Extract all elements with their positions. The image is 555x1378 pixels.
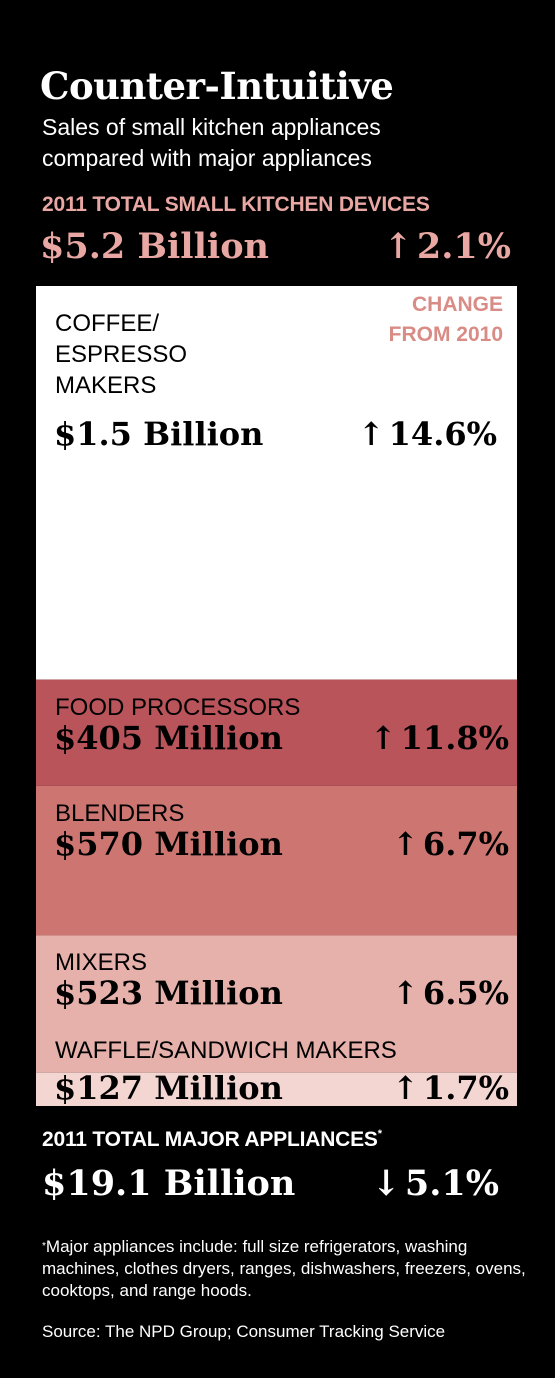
segment-label-1: COFFEE/ESPRESSO MAKERS [55, 308, 187, 401]
segment-change-value: 1.7% [422, 1068, 509, 1107]
major-appliances-total-value: $19.1 Billion [42, 1163, 296, 1204]
segment-label-line: COFFEE/ [55, 310, 160, 337]
footnote-text: Major appliances include: full size refr… [42, 1237, 526, 1300]
major-appliances-total-label: 2011 TOTAL MAJOR APPLIANCES* [42, 1128, 382, 1152]
bar-segment-4 [36, 935, 517, 1073]
change-column-header: CHANGE FROM 2010 [389, 290, 503, 350]
segment-change-5: ↑ 1.7% [392, 1069, 509, 1107]
source-note: Source: The NPD Group; Consumer Tracking… [42, 1322, 446, 1341]
small-devices-total-label: 2011 TOTAL SMALL KITCHEN DEVICES [42, 193, 430, 216]
small-devices-change-value: 2.1% [416, 226, 511, 267]
segment-label-3: BLENDERS [55, 798, 184, 829]
bar-segment-3 [36, 785, 517, 936]
segment-label-2: FOOD PROCESSORS [55, 692, 300, 723]
up-arrow-icon: ↑ [392, 1068, 419, 1107]
change-header-line-1: CHANGE [411, 293, 503, 316]
major-appliances-change-value: 5.1% [404, 1163, 499, 1204]
segment-change-4: ↑ 6.5% [392, 974, 509, 1012]
segment-label-line: WAFFLE/SANDWICH MAKERS [55, 1036, 397, 1064]
up-arrow-icon: ↑ [369, 718, 397, 757]
down-arrow-icon: ↓ [371, 1163, 401, 1204]
segment-value-2: $405 Million [54, 718, 283, 757]
chart-title: Counter-Intuitive [40, 64, 394, 108]
segment-change-value: 6.7% [422, 824, 509, 863]
major-appliances-label-text: 2011 TOTAL MAJOR APPLIANCES [42, 1128, 378, 1151]
up-arrow-icon: ↑ [357, 415, 385, 453]
segment-change-1: ↑ 14.6% [358, 415, 497, 453]
segment-value-3: $570 Million [54, 824, 283, 863]
footnote-mark: * [42, 1241, 46, 1252]
chart-subtitle-line-1: Sales of small kitchen appliances [42, 114, 381, 140]
segment-label-line: ESPRESSO [55, 341, 188, 368]
bar-segment-2 [36, 679, 517, 786]
segment-label-line: BLENDERS [55, 799, 185, 827]
change-header-line-2: FROM 2010 [388, 323, 503, 346]
up-arrow-icon: ↑ [383, 226, 413, 267]
footnote: *Major appliances include: full size ref… [42, 1236, 532, 1302]
footnote-marker: * [377, 1128, 382, 1140]
up-arrow-icon: ↑ [392, 974, 419, 1013]
segment-change-value: 14.6% [388, 415, 497, 453]
segment-value-1: $1.5 Billion [54, 415, 264, 453]
segment-label-4: MIXERS [55, 947, 147, 978]
segment-label-line: MAKERS [55, 372, 157, 399]
segment-label-5: WAFFLE/SANDWICH MAKERS [55, 1035, 397, 1066]
segment-value-5: $127 Million [54, 1068, 283, 1107]
segment-change-value: 6.5% [422, 974, 509, 1013]
up-arrow-icon: ↑ [392, 824, 419, 863]
small-devices-total-value: $5.2 Billion [40, 226, 269, 267]
chart-subtitle-line-2: compared with major appliances [42, 145, 372, 171]
segment-label-line: MIXERS [55, 949, 148, 977]
segment-value-4: $523 Million [54, 974, 283, 1013]
bar-segment-5 [36, 1072, 517, 1106]
segment-change-3: ↑ 6.7% [392, 825, 509, 863]
segment-change-value: 11.8% [400, 718, 509, 757]
bar-segment-1 [36, 286, 517, 680]
major-appliances-total-change: ↓ 5.1% [372, 1163, 499, 1204]
segment-change-2: ↑ 11.8% [370, 719, 509, 757]
segment-label-line: FOOD PROCESSORS [55, 693, 301, 721]
small-devices-total-change: ↑ 2.1% [384, 226, 511, 267]
